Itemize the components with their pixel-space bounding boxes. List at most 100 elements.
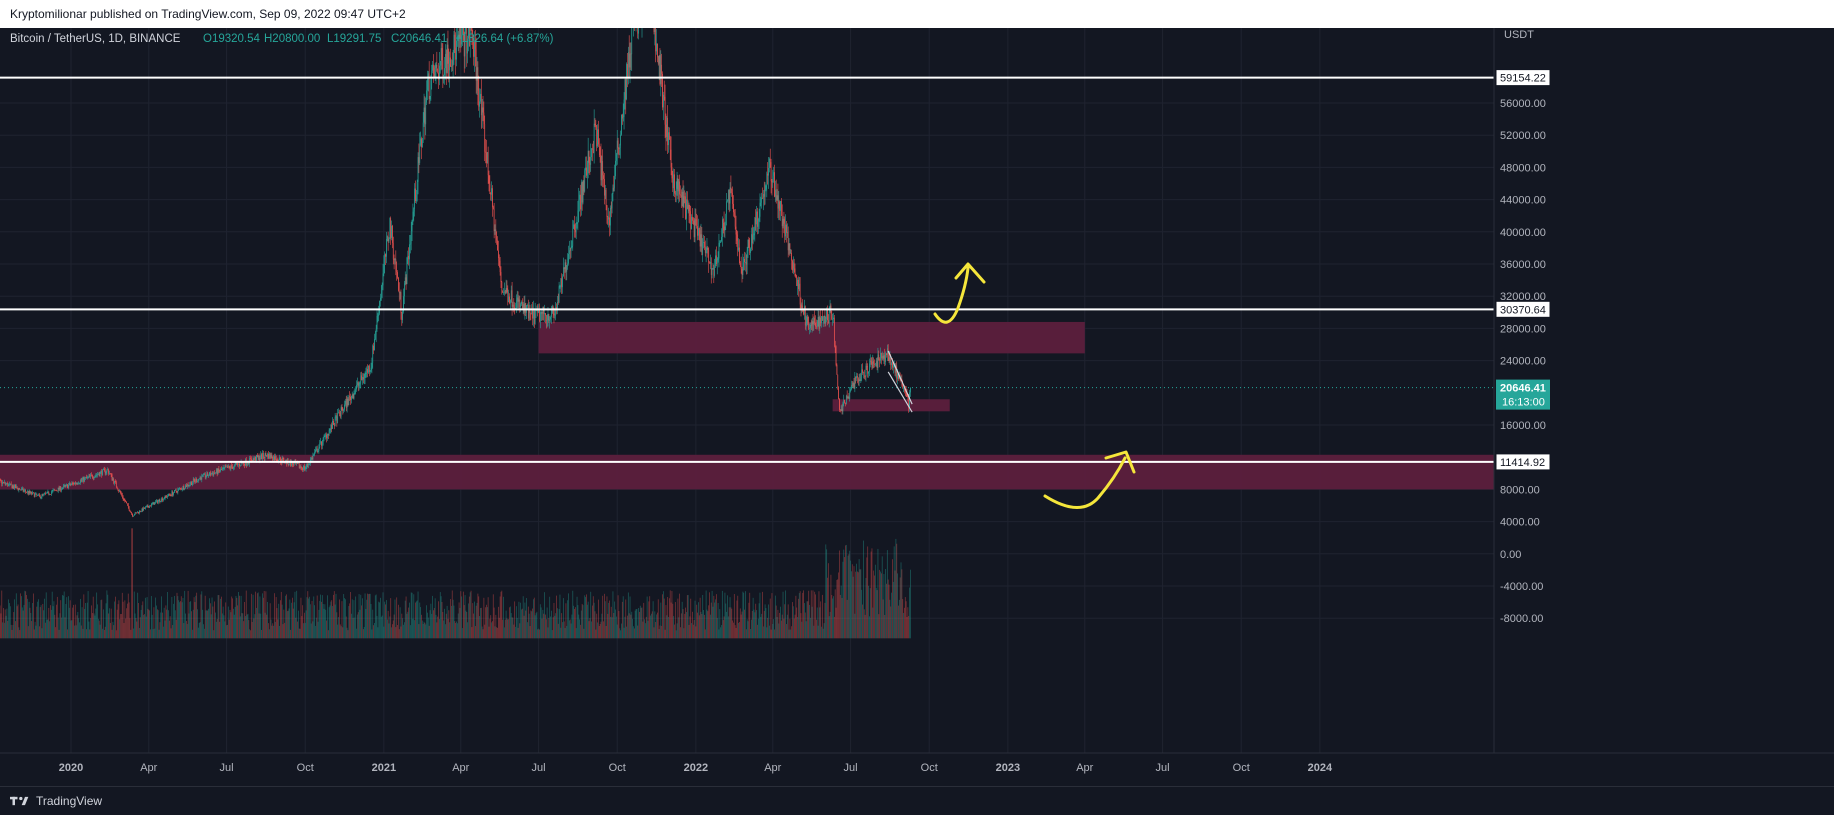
- volume-bar: [297, 622, 298, 639]
- volume-bar: [515, 627, 516, 638]
- volume-bar: [473, 614, 474, 639]
- candle-body: [754, 234, 755, 236]
- candle-body: [575, 230, 576, 232]
- volume-bar: [528, 607, 529, 639]
- volume-bar: [642, 608, 643, 639]
- volume-bar: [461, 596, 462, 638]
- volume-bar: [250, 630, 251, 638]
- volume-bar: [541, 607, 542, 638]
- candle-body: [664, 95, 665, 97]
- price-chart[interactable]: 59154.2230370.6411414.9220646.4116:13:00…: [0, 28, 1834, 786]
- volume-bar: [816, 620, 817, 639]
- volume-bar: [346, 617, 347, 639]
- candle-body: [279, 457, 280, 460]
- candle-body: [369, 366, 370, 372]
- volume-bar: [774, 630, 775, 639]
- volume-bar: [318, 610, 319, 638]
- candle-body: [866, 366, 867, 376]
- candle-body: [350, 397, 351, 400]
- candle-body: [13, 486, 14, 488]
- candle-body: [823, 317, 824, 321]
- volume-bar: [760, 593, 761, 639]
- candle-body: [294, 463, 295, 465]
- candle-body: [778, 195, 779, 208]
- volume-bar: [326, 621, 327, 639]
- candle-body: [840, 410, 841, 411]
- volume-bar: [353, 618, 354, 638]
- volume-bar: [48, 608, 49, 638]
- volume-bar: [457, 623, 458, 638]
- candle-body: [517, 298, 518, 300]
- volume-bar: [864, 609, 865, 638]
- volume-bar: [223, 607, 224, 639]
- volume-bar: [906, 601, 907, 638]
- candle-body: [796, 276, 797, 278]
- candle-body: [327, 434, 328, 439]
- candle-body: [188, 484, 189, 486]
- volume-bar: [551, 611, 552, 639]
- candle-body: [713, 268, 714, 275]
- volume-bar: [100, 625, 101, 639]
- volume-bar: [577, 597, 578, 639]
- volume-bar: [342, 601, 343, 638]
- candle-body: [690, 216, 691, 229]
- volume-bar: [474, 602, 475, 639]
- volume-bar: [765, 604, 766, 638]
- volume-bar: [260, 614, 261, 639]
- volume-bar: [696, 605, 697, 639]
- volume-bar: [679, 594, 680, 639]
- candle-body: [236, 463, 237, 464]
- candle-body: [160, 500, 161, 502]
- candle-body: [833, 318, 834, 319]
- volume-bar: [611, 607, 612, 638]
- volume-bar: [878, 614, 879, 638]
- volume-bar: [216, 622, 217, 638]
- volume-bar: [822, 595, 823, 638]
- volume-bar: [34, 629, 35, 638]
- candle-body: [790, 243, 791, 253]
- candle-body: [95, 476, 96, 478]
- volume-bar: [544, 592, 545, 638]
- volume-bar: [24, 591, 25, 639]
- volume-bar: [553, 617, 554, 638]
- candle-body: [223, 468, 224, 469]
- candle-body: [362, 377, 363, 380]
- candle-body: [874, 364, 875, 365]
- volume-bar: [775, 596, 776, 639]
- volume-bar: [578, 615, 579, 639]
- candle-body: [536, 310, 537, 311]
- volume-bar: [358, 612, 359, 638]
- volume-bar: [21, 596, 22, 638]
- volume-bar: [408, 608, 409, 639]
- candle-body: [572, 246, 573, 247]
- candle-body: [283, 458, 284, 459]
- publish-header: Kryptomilionar published on TradingView.…: [0, 0, 1834, 29]
- volume-bar: [144, 614, 145, 638]
- volume-bar: [125, 618, 126, 638]
- volume-bar: [377, 616, 378, 638]
- volume-bar: [500, 596, 501, 638]
- candle-body: [741, 266, 742, 269]
- candle-body: [613, 188, 614, 189]
- candle-body: [236, 463, 237, 464]
- candle-body: [679, 182, 680, 195]
- tradingview-brand[interactable]: TradingView: [10, 794, 102, 808]
- candle-body: [863, 372, 864, 373]
- candle-body: [725, 227, 726, 231]
- volume-bar: [882, 556, 883, 638]
- volume-bar: [333, 595, 334, 638]
- volume-bar: [276, 597, 277, 638]
- candle-body: [859, 380, 860, 382]
- volume-bar: [744, 610, 745, 639]
- volume-bar: [442, 602, 443, 638]
- candle-body: [481, 94, 482, 115]
- volume-bar: [319, 601, 320, 638]
- volume-bar: [407, 612, 408, 638]
- volume-bar: [332, 606, 333, 638]
- volume-bar: [101, 600, 102, 639]
- candle-body: [601, 161, 602, 180]
- candle-body: [328, 434, 329, 436]
- volume-bar: [783, 592, 784, 639]
- volume-bar: [874, 576, 875, 639]
- volume-bar: [430, 610, 431, 638]
